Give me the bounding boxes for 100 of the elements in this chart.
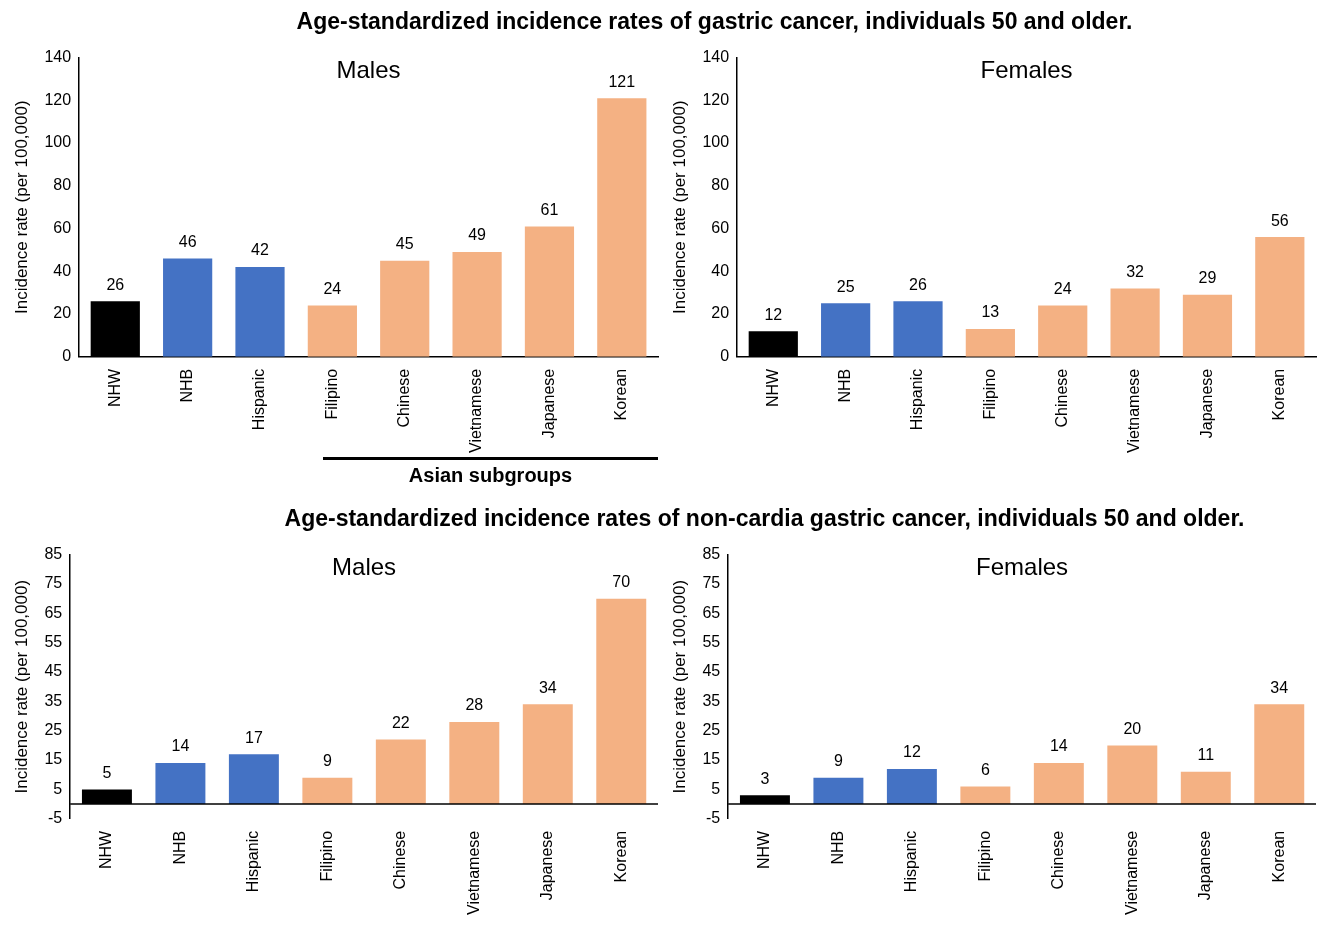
y-axis-title: Incidence rate (per 100,000) [669, 100, 689, 314]
data-label: 13 [981, 303, 1000, 321]
x-tick-label: NHB [828, 830, 846, 865]
x-tick-label: NHW [755, 829, 773, 870]
bar [380, 260, 430, 357]
text: Asian subgroups [407, 464, 574, 487]
y-tick-label: 120 [702, 90, 730, 108]
y-tick-label: 40 [711, 261, 730, 279]
bar [228, 754, 279, 805]
data-label: 24 [323, 279, 342, 297]
bar [1110, 288, 1160, 357]
y-tick-label: 15 [44, 750, 63, 768]
x-tick-label: Filipino [980, 368, 998, 420]
bar [1255, 237, 1305, 357]
y-tick-label: 60 [711, 218, 730, 236]
x-tick-label: Vietnamese [467, 368, 485, 453]
y-tick-label: 0 [62, 347, 72, 365]
y-tick-label: 25 [44, 721, 63, 739]
y-tick-label: 20 [711, 304, 730, 322]
bar [307, 305, 357, 357]
bar [1254, 704, 1305, 805]
y-tick-label: 80 [711, 176, 730, 194]
y-tick-label: 5 [53, 779, 63, 797]
data-label: 12 [764, 305, 783, 323]
text: Age-standardized incidence rates of gastric cancer, individuals 50 and older. [295, 8, 1134, 36]
y-tick-label: 100 [702, 133, 730, 151]
x-tick-label: Filipino [975, 830, 993, 882]
x-tick-label: Filipino [322, 368, 340, 420]
x-tick-label: Korean [612, 368, 630, 421]
bar [821, 303, 871, 357]
data-label: 34 [538, 678, 557, 696]
y-tick-label: 140 [44, 48, 72, 66]
y-axis-title: Incidence rate (per 100,000) [669, 579, 689, 794]
x-tick-label: Japanese [1196, 830, 1214, 901]
y-axis-title: Incidence rate (per 100,000) [11, 579, 31, 794]
data-label: 26 [909, 275, 927, 293]
data-label: 20 [1123, 719, 1142, 737]
x-tick-label: NHB [836, 368, 854, 403]
y-tick-label: 5 [711, 779, 721, 797]
y-tick-label: 65 [44, 603, 63, 621]
x-tick-label: NHW [105, 367, 123, 408]
x-tick-label: Korean [611, 830, 629, 883]
data-label: 9 [833, 752, 843, 770]
data-label: 45 [395, 235, 414, 253]
data-label: 5 [102, 763, 112, 781]
data-label: 22 [391, 713, 410, 731]
bar [813, 777, 864, 805]
y-tick-label: 55 [44, 633, 63, 651]
y-tick-label: 0 [720, 347, 730, 365]
chart-subtitle: Females [976, 553, 1069, 581]
bar [597, 98, 647, 357]
bar [596, 598, 647, 805]
data-label: 14 [1049, 737, 1068, 755]
y-tick-label: 45 [44, 662, 63, 680]
y-tick-label: 55 [702, 633, 721, 651]
bar [1182, 294, 1233, 357]
data-label: 70 [612, 573, 631, 591]
bar [893, 301, 943, 357]
y-tick-label: 25 [702, 721, 721, 739]
bar [524, 226, 575, 357]
bar [1180, 771, 1231, 805]
bar [965, 329, 1015, 357]
x-tick-label: Hispanic [250, 368, 268, 431]
y-tick-label: 75 [702, 574, 721, 592]
x-tick-label: Korean [1270, 368, 1288, 421]
data-label: 34 [1270, 678, 1289, 696]
bar [960, 786, 1011, 805]
y-tick-label: -5 [705, 809, 721, 827]
y-tick-label: 140 [702, 48, 730, 66]
data-label: 24 [1053, 279, 1072, 297]
x-tick-label: Filipino [317, 830, 335, 882]
chart-subtitle: Males [336, 56, 401, 84]
x-tick-label: Hispanic [908, 368, 926, 431]
y-tick-label: 85 [702, 545, 721, 563]
bar [1033, 763, 1084, 805]
y-tick-label: 85 [44, 545, 63, 563]
x-tick-label: Chinese [395, 368, 413, 428]
y-tick-label: 80 [53, 176, 72, 194]
data-label: 42 [251, 241, 269, 259]
x-tick-label: Korean [1269, 830, 1287, 883]
y-tick-label: 100 [44, 133, 72, 151]
y-tick-label: 75 [44, 574, 63, 592]
y-tick-label: 20 [53, 304, 72, 322]
bar [452, 252, 502, 357]
y-tick-label: 120 [44, 90, 72, 108]
x-tick-label: Chinese [1049, 830, 1067, 890]
data-label: 26 [106, 275, 125, 293]
bar [235, 267, 285, 357]
x-tick-label: Vietnamese [1122, 830, 1140, 915]
y-tick-label: 60 [53, 218, 72, 236]
text: Age-standardized incidence rates of non-cardia gastric cancer, individuals 50 and older. [283, 505, 1246, 533]
bar [302, 777, 353, 805]
data-label: 49 [468, 226, 487, 244]
x-tick-label: Japanese [539, 368, 557, 439]
x-tick-label: NHW [763, 367, 781, 408]
data-label: 3 [760, 769, 770, 787]
bar [155, 763, 206, 805]
data-label: 6 [980, 760, 990, 778]
data-label: 28 [465, 696, 484, 714]
bar [522, 704, 573, 805]
